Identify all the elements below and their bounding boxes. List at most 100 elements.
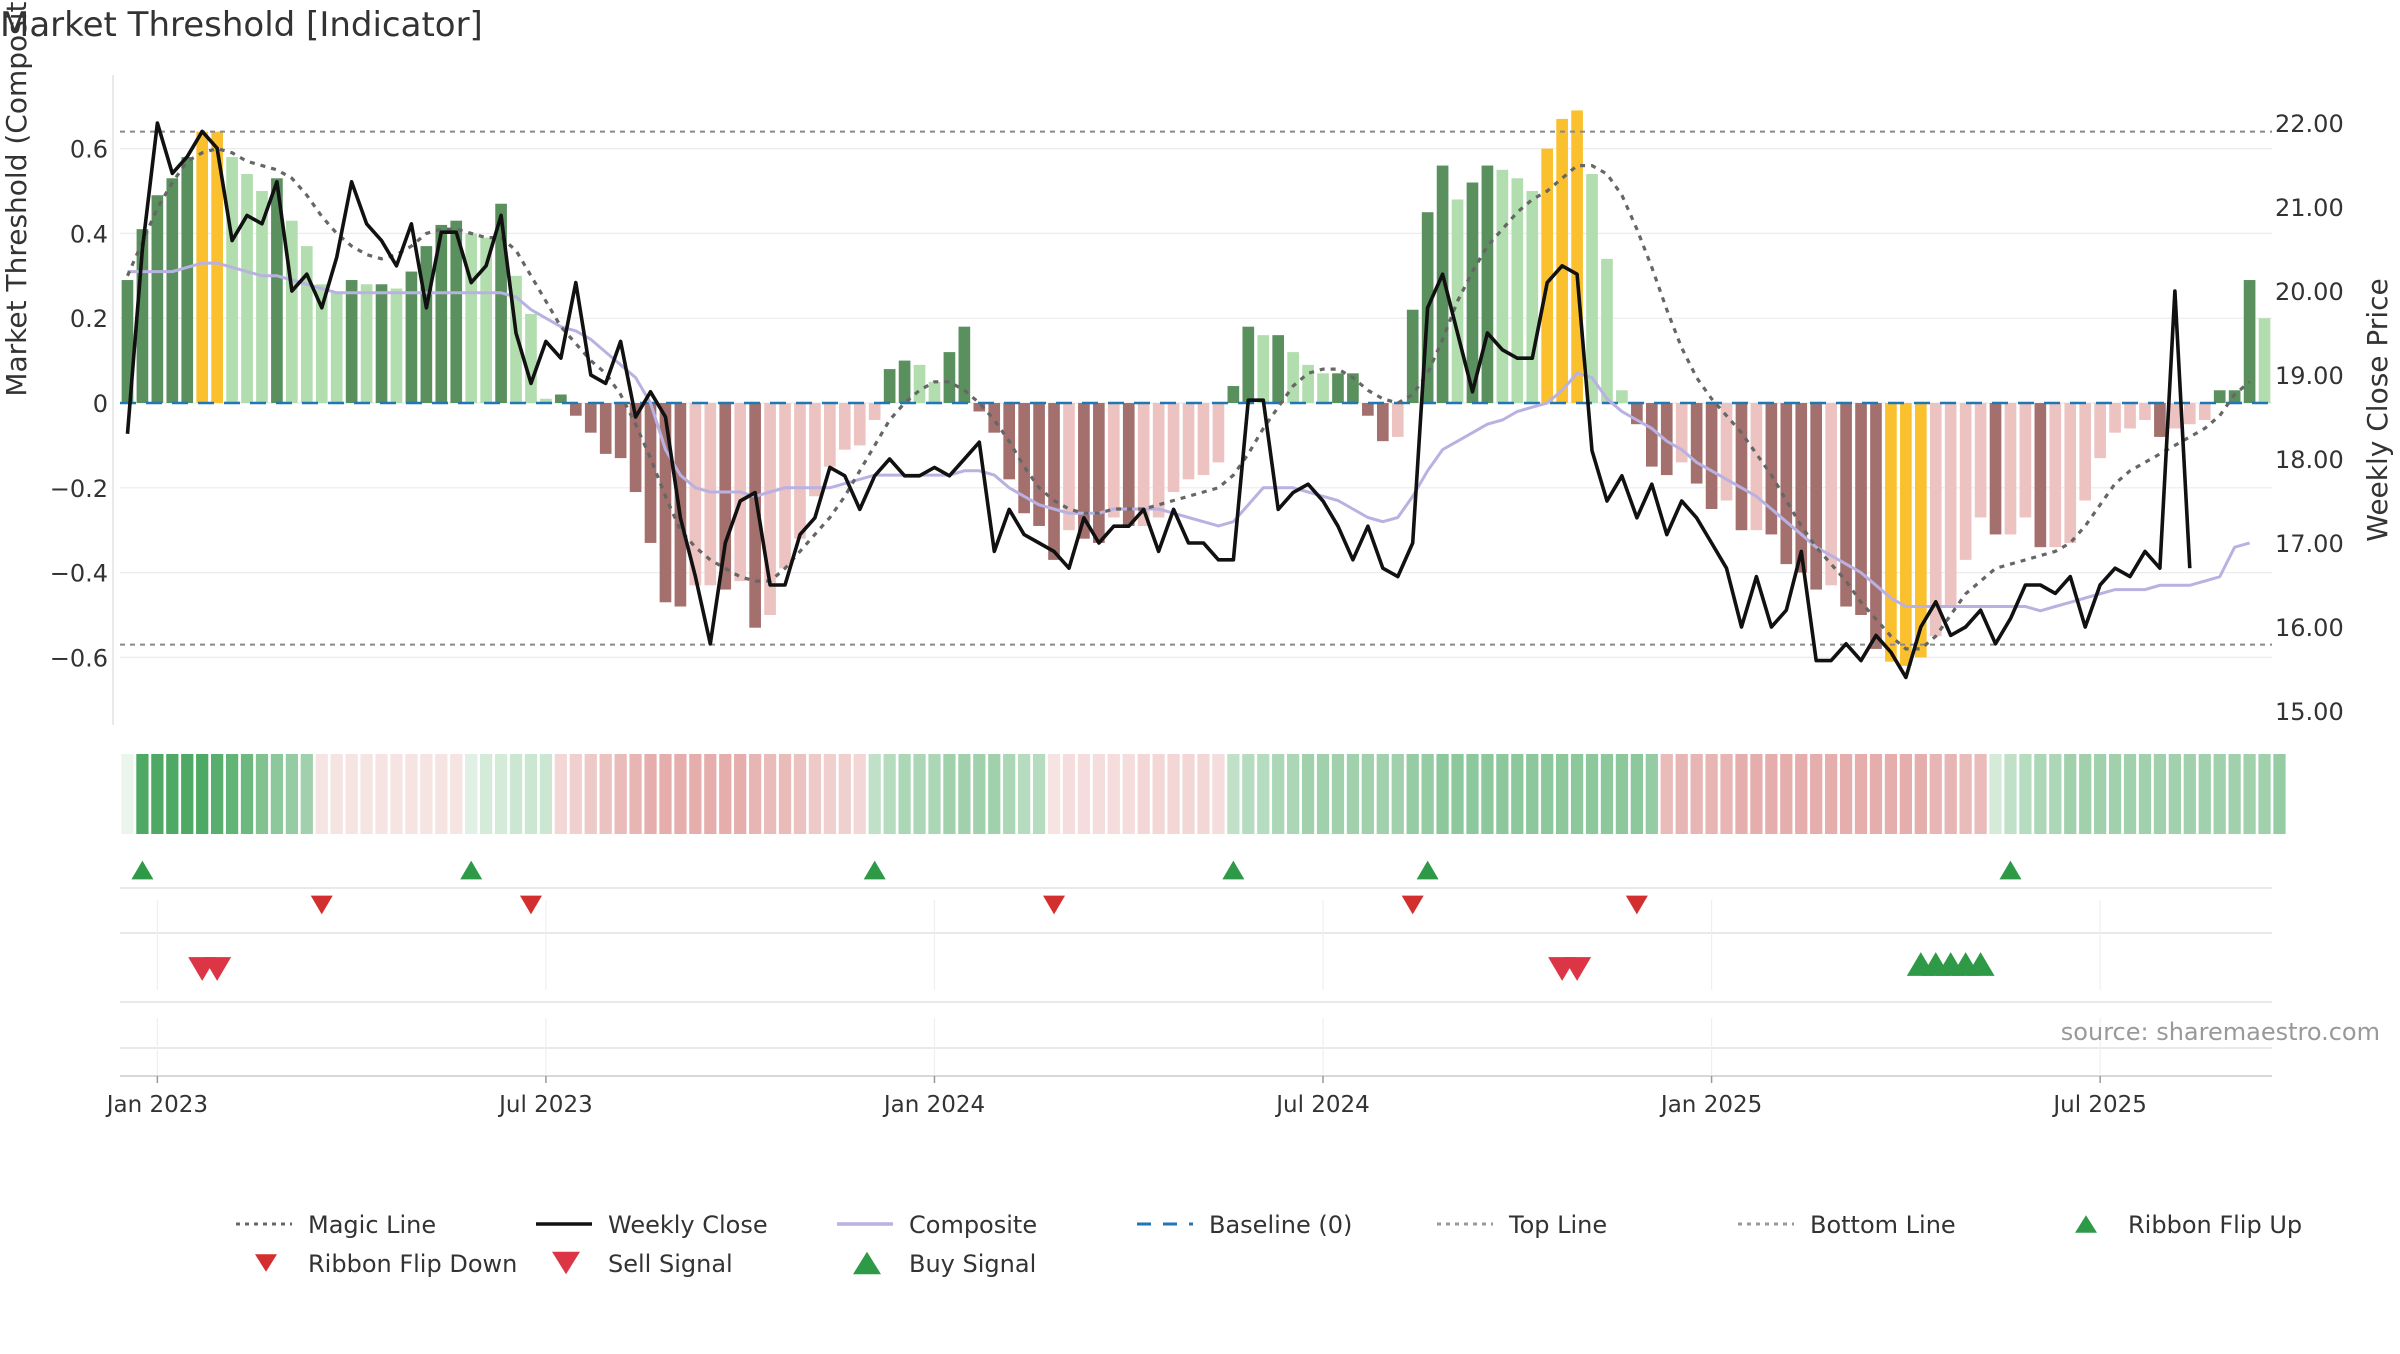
ribbon-cell <box>1585 754 1599 834</box>
composite-bar <box>1825 403 1837 586</box>
composite-bar <box>360 284 373 403</box>
ribbon-cell <box>1735 754 1748 834</box>
ribbon-cell <box>2168 754 2181 834</box>
ribbon-flip-up-marker <box>1416 860 1439 880</box>
ribbon-cell <box>629 754 642 834</box>
ribbon-cell <box>1421 754 1434 834</box>
composite-bar <box>689 403 702 586</box>
ribbon-cell <box>465 754 478 834</box>
composite-bar <box>2139 403 2151 420</box>
composite-bar <box>1272 335 1285 403</box>
legend-swatch <box>853 1251 881 1275</box>
composite-bar <box>779 403 791 569</box>
y-tick-label-left: −0.6 <box>50 644 108 672</box>
legend-label: Bottom Line <box>1810 1211 1956 1239</box>
composite-bar <box>1317 373 1329 403</box>
chart-title: Market Threshold [Indicator] <box>0 5 483 45</box>
ribbon-cell <box>943 754 956 834</box>
ribbon-cell <box>240 754 254 834</box>
reference-lines <box>120 130 2272 646</box>
ribbon-cell <box>1242 754 1255 834</box>
ribbon-cell <box>689 754 702 834</box>
legend-label: Top Line <box>1508 1211 1607 1239</box>
composite-bar <box>1974 403 1987 518</box>
composite-bar <box>181 157 194 403</box>
ribbon-cell <box>1600 754 1614 834</box>
y-tick-label-left: 0 <box>93 390 108 418</box>
ribbon-cell <box>898 754 911 834</box>
composite-bar <box>1526 191 1539 403</box>
ribbon-cell <box>1854 754 1868 834</box>
ribbon-cell <box>1287 754 1300 834</box>
ribbon-cell <box>494 754 508 834</box>
composite-bar <box>1391 403 1404 437</box>
ribbon-cell <box>1780 754 1793 834</box>
composite-bar <box>1167 403 1180 493</box>
y-tick-label-left: 0.6 <box>70 136 108 164</box>
y-axis-label-left: Market Threshold (Composite) <box>0 0 33 397</box>
ribbon-cell <box>330 754 343 834</box>
composite-bar <box>1840 403 1852 607</box>
ribbon-cell <box>1615 754 1629 834</box>
composite-bar <box>1720 403 1733 501</box>
ribbon-cell <box>749 754 762 834</box>
ribbon-cell <box>1406 754 1419 834</box>
ribbon-cell <box>704 754 717 834</box>
composite-bar <box>271 178 283 403</box>
x-tick-label: Jan 2023 <box>105 1092 208 1118</box>
composite-bar <box>644 403 657 543</box>
ribbon-cell <box>270 754 284 834</box>
ribbon-cell <box>166 754 179 834</box>
ribbon-cell <box>375 754 388 834</box>
composite-bar <box>1556 118 1568 404</box>
y-tick-label-right: 15.00 <box>2275 698 2344 726</box>
composite-bar <box>1257 335 1270 403</box>
ribbon-cell <box>1331 754 1345 834</box>
ribbon-flip-down-marker <box>1043 895 1066 915</box>
ribbon-cell <box>734 754 747 834</box>
ribbon-cell <box>1077 754 1091 834</box>
composite-bar <box>1182 403 1195 480</box>
ribbon-cell <box>136 754 149 834</box>
composite-bar <box>375 284 388 403</box>
legend-item: Weekly Close <box>536 1211 768 1239</box>
ribbon-cell <box>2183 754 2196 834</box>
y-tick-label-right: 18.00 <box>2275 446 2344 474</box>
composite-bar <box>1795 403 1808 573</box>
composite-bar <box>913 364 926 403</box>
x-tick-label: Jul 2023 <box>497 1092 593 1118</box>
ribbon-cell <box>1346 754 1360 834</box>
composite-bar <box>1242 326 1255 403</box>
ribbon-cell <box>151 754 164 834</box>
ribbon-cell <box>539 754 553 834</box>
composite-bar <box>883 369 896 403</box>
composite-bar <box>2213 390 2226 403</box>
ribbon-cell <box>868 754 881 834</box>
composite-bar <box>2064 403 2077 543</box>
composite-bar <box>1362 403 1374 416</box>
ribbon-flip-down-marker <box>1625 895 1648 915</box>
composite-bar <box>1765 403 1778 535</box>
composite-bar <box>794 403 806 539</box>
ribbon-cell <box>1391 754 1404 834</box>
ribbon-cell <box>2153 754 2167 834</box>
legend-item: Ribbon Flip Up <box>2075 1211 2302 1239</box>
legend-item: Composite <box>837 1211 1037 1239</box>
ribbon-cell <box>1301 754 1315 834</box>
legend-label: Buy Signal <box>909 1250 1036 1278</box>
ribbon-cell <box>1481 754 1494 834</box>
ribbon-cell <box>1570 754 1584 834</box>
axes: 0.6 0.4 0.2 0 −0.2 −0.4 −0.6 22.00 21.00 20.00 19.… <box>50 75 2344 726</box>
composite-bar <box>136 229 149 403</box>
ribbon-cell <box>1167 754 1180 834</box>
composite-bar <box>584 403 597 433</box>
x-tick-label: Jan 2025 <box>1659 1092 1762 1118</box>
composite-bar <box>2004 403 2017 535</box>
composite-bar <box>465 233 478 403</box>
composite-bar <box>898 360 911 403</box>
composite-bar <box>1855 403 1867 615</box>
composite-bar <box>928 381 941 403</box>
composite-bar <box>300 246 313 403</box>
legend-item: Baseline (0) <box>1137 1211 1352 1239</box>
ribbon-cell <box>2079 754 2092 834</box>
